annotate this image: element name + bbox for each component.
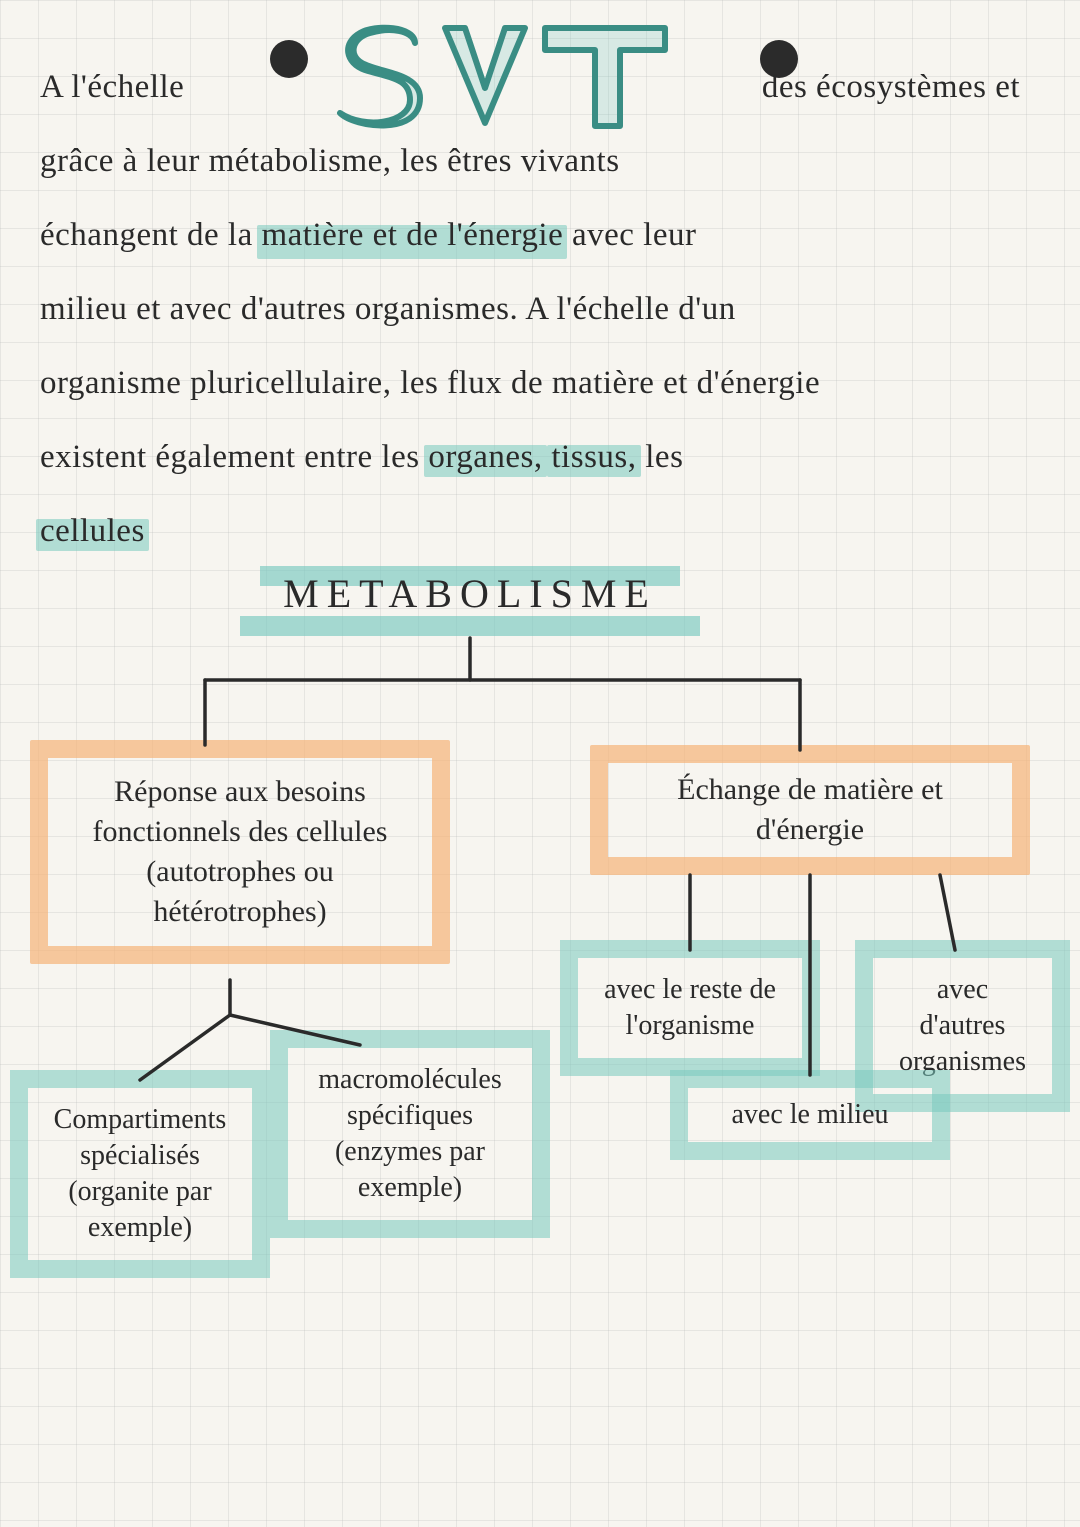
text: grâce à leur métabolisme, les êtres viva… [40, 143, 620, 179]
text: existent également entre les [40, 439, 428, 475]
metabolism-diagram: METABOLISME Réponse aux besoins fonction… [0, 570, 1080, 1330]
text: des écosystèmes et [762, 69, 1020, 105]
connector-lines [0, 570, 1080, 1330]
page: A l'échelle des écosystèmes et grâce à l… [0, 0, 1080, 1527]
highlight-teal: tissus, [551, 439, 636, 475]
highlight-teal: cellules [40, 513, 145, 549]
highlight-teal: matière et de l'énergie [261, 217, 563, 253]
text: milieu et avec d'autres organismes. A l'… [40, 291, 736, 327]
text: échangent de la [40, 217, 261, 253]
svt-logo [320, 18, 700, 138]
text: organisme pluricellulaire, les flux de m… [40, 365, 820, 401]
text: les [645, 439, 683, 475]
highlight-teal: organes, [428, 439, 542, 475]
text: A l'échelle [40, 69, 184, 105]
text: avec leur [572, 217, 697, 253]
